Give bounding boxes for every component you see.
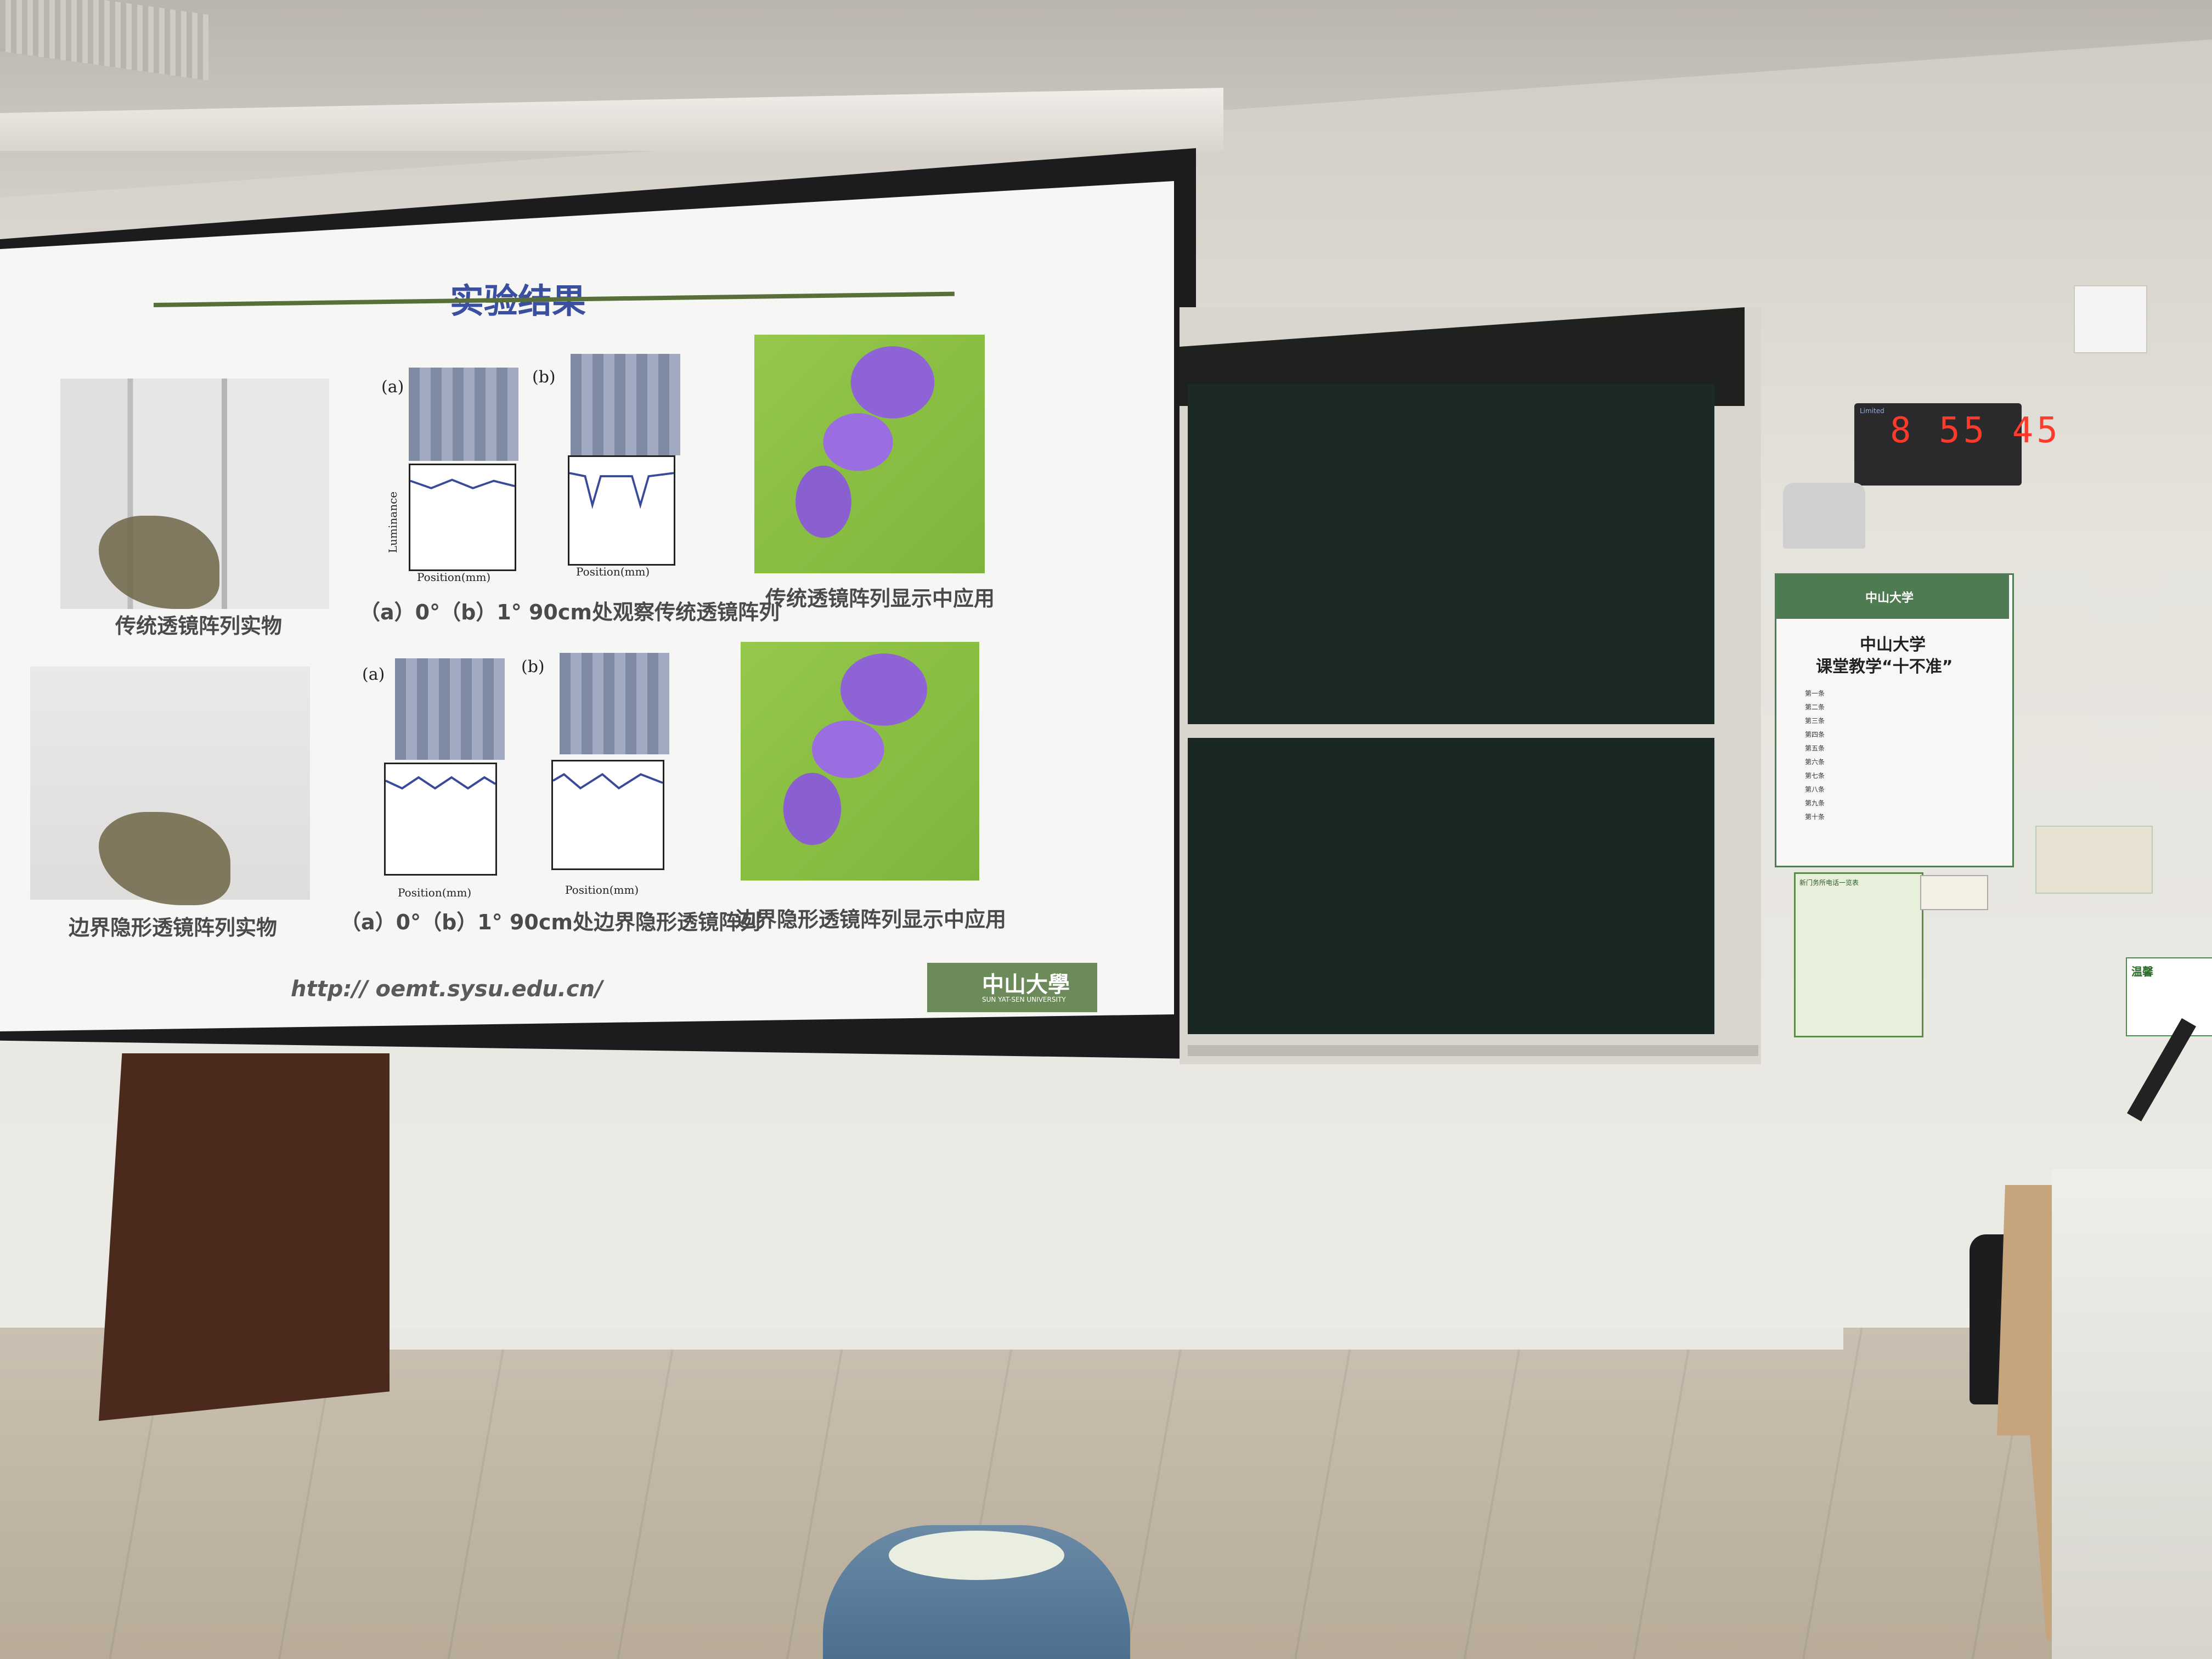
university-logo	[927, 963, 1097, 1012]
poster-rule: 第八条	[1805, 786, 1825, 793]
poster-rule: 第五条	[1805, 744, 1825, 752]
caption-traditional-lens: 传统透镜阵列实物	[115, 614, 283, 638]
lectern	[2052, 1169, 2212, 1659]
logo-subtext: SUN YAT-SEN UNIVERSITY	[982, 996, 1066, 1003]
poster-rule: 第一条	[1805, 690, 1825, 697]
xlabel-b: Position(mm)	[565, 883, 639, 896]
label-a: (a)	[362, 665, 385, 684]
digital-clock	[1854, 403, 2022, 486]
clock-time: 8 55 45	[1890, 410, 2061, 451]
logo-text: 中山大學	[982, 972, 1070, 997]
ptz-camera-icon	[1783, 483, 1865, 549]
luminance-patch-a	[409, 368, 518, 461]
phone-notice	[1794, 872, 1923, 1037]
luminance-patch-b	[560, 653, 669, 754]
luminance-patch-a	[395, 658, 505, 760]
wall-baseboard	[373, 1328, 1843, 1350]
poster-logo: 中山大学	[1865, 591, 1914, 605]
rules-poster	[1775, 573, 2014, 867]
caption-invisible-display: 边界隐形透镜阵列显示中应用	[735, 907, 1007, 932]
label-a: (a)	[381, 377, 404, 397]
poster-rule: 第十条	[1805, 813, 1825, 821]
sign-text: 温馨	[2131, 965, 2153, 978]
xlabel-a: Position(mm)	[417, 571, 491, 584]
notice-heading: 新门务所电话一览表	[1799, 879, 1859, 887]
poster-rule: 第七条	[1805, 772, 1825, 780]
blackboard-upper	[1188, 384, 1714, 724]
poster-title-line2: 课堂教学“十不准”	[1816, 657, 1953, 676]
poster-header	[1776, 575, 2009, 619]
luminance-plot-b	[568, 455, 675, 566]
warm-tip-sign	[2126, 957, 2212, 1036]
flower-display-image-traditional	[754, 335, 985, 573]
ylabel-a: Luminance	[386, 491, 400, 554]
clock-brand: Limited	[1860, 407, 1884, 415]
light-switch	[1920, 875, 1988, 910]
bottle-cap	[889, 1531, 1064, 1580]
slide-url: http:// oemt.sysu.edu.cn/	[291, 977, 603, 1002]
xlabel-b: Position(mm)	[576, 565, 650, 578]
blackboard-lower	[1188, 738, 1714, 1034]
chalk-rail	[1188, 1045, 1758, 1056]
poster-title-line1: 中山大学	[1860, 635, 1926, 654]
security-camera-icon	[2074, 285, 2147, 353]
caption-invisible-luminance: （a）0°（b）1° 90cm处边界隐形透镜阵列	[340, 910, 760, 934]
wooden-door	[99, 1053, 390, 1421]
luminance-plot-b	[551, 760, 664, 870]
flower-display-image-invisible	[741, 642, 979, 881]
poster-rule: 第九条	[1805, 799, 1825, 807]
poster-rule: 第三条	[1805, 717, 1825, 725]
label-b: (b)	[532, 368, 556, 387]
breaker-box	[2035, 826, 2153, 894]
caption-traditional-display: 传统透镜阵列显示中应用	[765, 586, 995, 611]
poster-rule: 第六条	[1805, 758, 1825, 766]
luminance-plot-a	[409, 464, 516, 571]
caption-invisible-lens: 边界隐形透镜阵列实物	[69, 916, 278, 940]
poster-rule: 第二条	[1805, 703, 1825, 711]
caption-traditional-luminance: （a）0°（b）1° 90cm处观察传统透镜阵列	[359, 600, 780, 624]
luminance-patch-b	[571, 354, 680, 455]
label-b: (b)	[521, 657, 545, 676]
luminance-plot-a	[384, 763, 497, 876]
poster-rule: 第四条	[1805, 731, 1825, 738]
xlabel-a: Position(mm)	[398, 886, 472, 899]
